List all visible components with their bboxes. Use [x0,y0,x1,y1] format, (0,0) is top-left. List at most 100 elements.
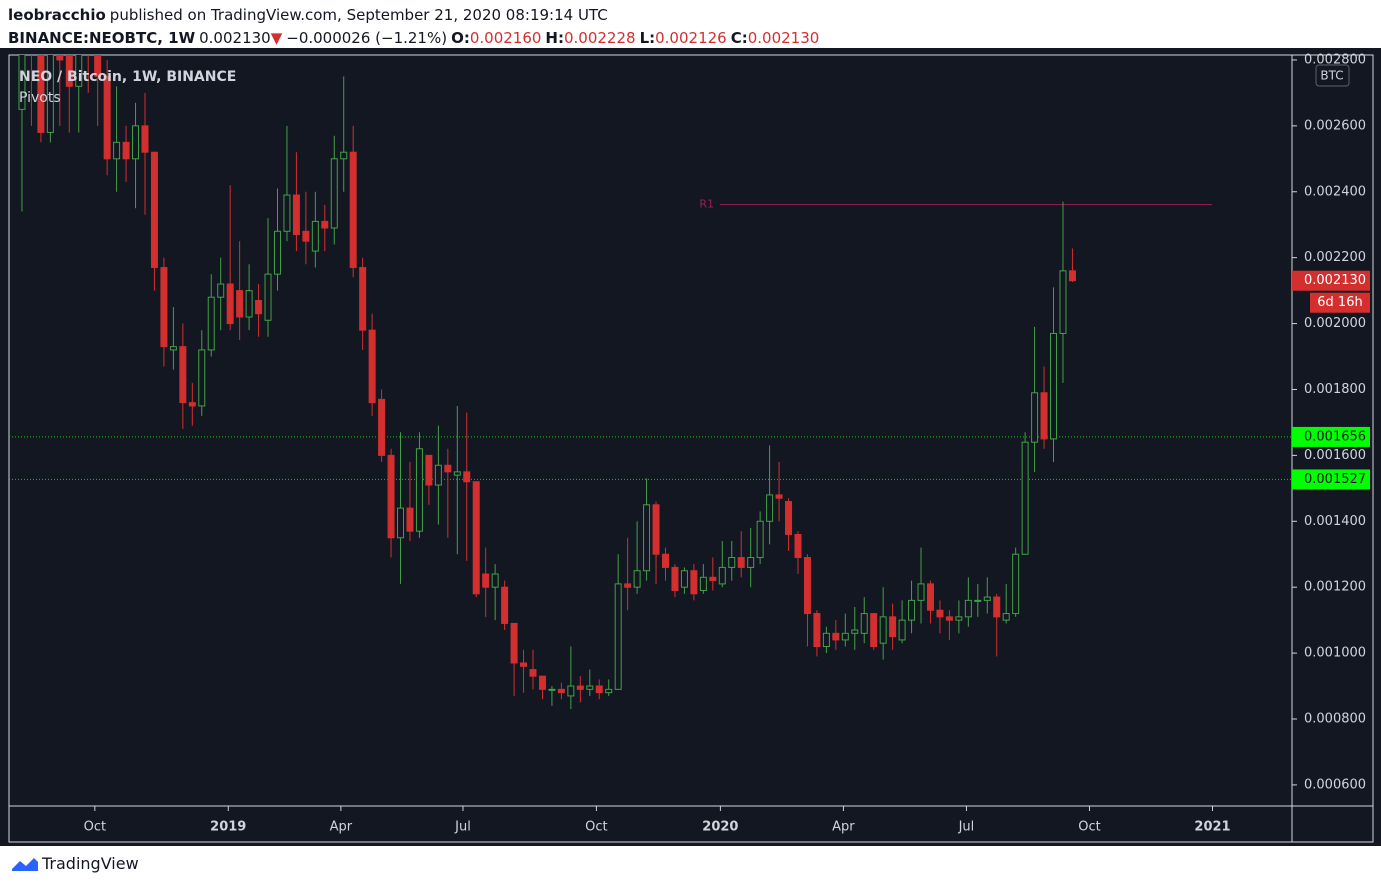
candle-body [302,230,310,242]
candle-body [529,669,537,677]
candle-body [775,494,783,499]
candle-body [482,573,490,588]
plot: R1 [9,0,1292,710]
candle-body [255,300,263,315]
x-tick-label: Oct [585,820,607,835]
candle-body [813,613,821,648]
candle-body [103,75,111,160]
candle-body [974,599,982,602]
candle-body [217,283,225,298]
candle-body [132,125,140,160]
symbol: BINANCE:NEOBTC, 1W [8,29,196,47]
candle-body [113,141,121,160]
y-tick-label: 0.002400 [1304,184,1366,199]
candle-body [283,194,291,232]
candle-body [709,576,717,582]
candle-body [832,632,840,641]
pivot-label: R1 [699,198,714,211]
candle-body [1012,553,1020,615]
candle-body [425,454,433,486]
candle-body [879,616,887,644]
candle-body [65,55,73,87]
candle-body [340,151,348,160]
candle-body [444,464,452,473]
candle-body [1031,392,1039,443]
candle-body [85,0,91,27]
ohlc-key: C: [730,29,748,47]
candle-body [463,471,471,483]
candle-body [917,583,925,601]
candle-body [18,55,26,110]
chart-title: NEO / Bitcoin, 1W, BINANCE [19,69,236,85]
candle-body [964,599,972,618]
candle-body [520,662,528,667]
candle-body [576,685,584,690]
candle-body [359,267,367,331]
ohlc-value: 0.002130 [747,29,820,47]
candle-body [273,230,281,275]
candle-body [926,583,934,611]
candle-body [1068,270,1076,282]
x-tick-label: Jul [454,820,471,835]
candle-body [434,464,442,486]
frame [8,54,1374,843]
y-tick-label: 0.002000 [1304,316,1366,331]
candle-body [453,471,461,476]
y-tick-label: 0.002200 [1304,250,1366,265]
support-tag [1292,469,1370,490]
candle-body [169,346,177,351]
brand[interactable]: TradingView [42,854,139,873]
candle-body [56,55,64,61]
candle-body [756,520,764,559]
last-price-tag [1292,270,1370,291]
candle-body [472,481,480,595]
x-tick-label: 2021 [1194,820,1230,835]
candle-body [538,675,546,690]
candle-body [766,494,774,522]
publish-line: leobracchio published on TradingView.com,… [8,6,612,24]
y-tick-label: 0.001600 [1304,448,1366,463]
x-tick-label: Apr [832,820,855,835]
candle-body [198,349,206,407]
candle-body [898,619,906,641]
candle-body [378,398,386,456]
countdown-tag [1310,292,1370,313]
candle-body [794,533,802,559]
candle-body [28,27,34,43]
candle-body [699,576,707,591]
author[interactable]: leobracchio [8,6,106,24]
change: −0.000026 (−1.21%) [286,29,448,47]
candle-body [150,151,158,269]
indicator[interactable]: Pivots [19,90,61,106]
candle-body [368,329,376,404]
candle-body [860,613,868,634]
candle-body [624,583,632,588]
y-tick-label: 0.001800 [1304,382,1366,397]
candle-body [595,685,603,694]
candle-body [141,125,149,153]
last: 0.002130 [199,29,271,47]
candle-body [983,596,991,601]
candle-body [718,566,726,585]
ohlc-key: L: [639,29,656,47]
candle-body [671,566,679,591]
ohlc-value: 0.002228 [563,29,636,47]
candle-body [501,586,509,624]
y-tick-label: 0.001400 [1304,514,1366,529]
candle-body [510,622,518,664]
x-tick-label: Oct [1078,820,1100,835]
y-tick-label: 0.001000 [1304,646,1366,661]
candle-body [1059,270,1067,334]
candle-body [75,55,83,87]
candle-body [557,688,565,694]
y-tick-label: 0.002800 [1304,52,1366,67]
candle-body [662,553,670,568]
candle-body [1021,441,1029,555]
support-label: 0.001527 [1304,472,1366,487]
y-tick-label: 0.000600 [1304,777,1366,792]
candle-body [1050,332,1058,440]
candle-body [94,55,102,77]
candle-body [406,507,414,532]
currency: BTC [1320,69,1343,83]
